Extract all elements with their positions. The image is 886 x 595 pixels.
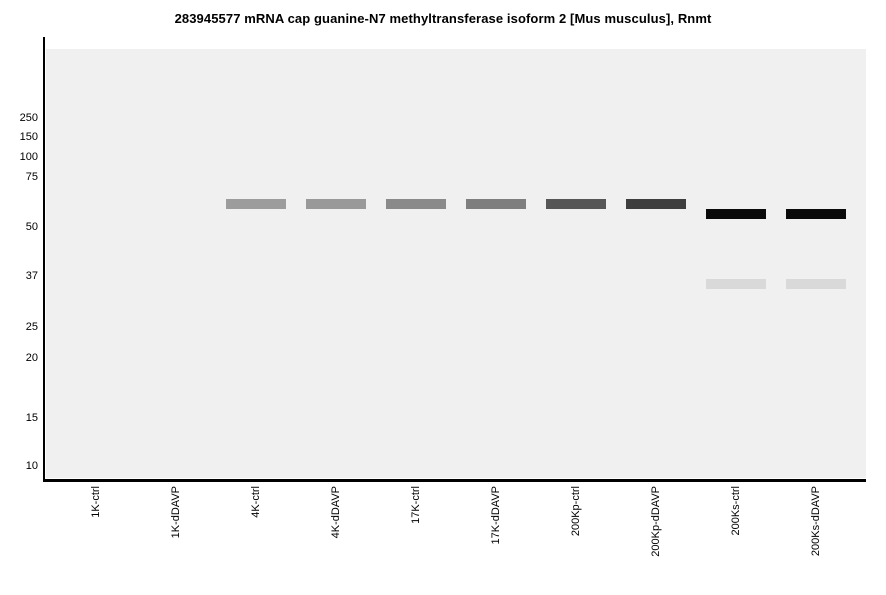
lane-label-text: 200Ks-ctrl <box>730 486 742 536</box>
lane-label-text: 4K-dDAVP <box>330 486 342 539</box>
mw-marker-label: 20 <box>25 352 38 364</box>
lane-label-text: 1K-dDAVP <box>170 486 182 539</box>
mw-marker-label: 250 <box>19 112 38 124</box>
protein-band <box>786 209 846 219</box>
mw-marker-label: 50 <box>25 221 38 233</box>
protein-band <box>226 199 286 209</box>
lane-label-text: 1K-ctrl <box>90 486 102 518</box>
y-axis-line <box>43 37 45 482</box>
lane-label-text: 200Kp-ctrl <box>570 486 582 537</box>
mw-marker-label: 25 <box>25 321 38 333</box>
mw-marker-label: 150 <box>19 131 38 143</box>
lane-label-text: 17K-dDAVP <box>490 486 502 545</box>
protein-band <box>626 199 686 209</box>
lane-label-text: 200Ks-dDAVP <box>810 486 822 557</box>
mw-marker-label: 10 <box>25 460 38 472</box>
mw-marker-label: 37 <box>25 270 38 282</box>
lane-label-text: 17K-ctrl <box>410 486 422 524</box>
protein-band <box>386 199 446 209</box>
lane-label-text: 200Kp-dDAVP <box>650 486 662 557</box>
protein-band <box>306 199 366 209</box>
protein-band <box>706 279 766 289</box>
mw-marker-label: 15 <box>25 412 38 424</box>
protein-band <box>786 279 846 289</box>
protein-band <box>706 209 766 219</box>
lane-label-text: 4K-ctrl <box>250 486 262 518</box>
chart-title: 283945577 mRNA cap guanine-N7 methyltran… <box>174 11 712 26</box>
mw-marker-label: 100 <box>19 151 38 163</box>
protein-band <box>466 199 526 209</box>
plot-area <box>46 49 866 478</box>
x-axis-line <box>43 479 866 482</box>
mw-marker-label: 75 <box>25 171 38 183</box>
protein-band <box>546 199 606 209</box>
